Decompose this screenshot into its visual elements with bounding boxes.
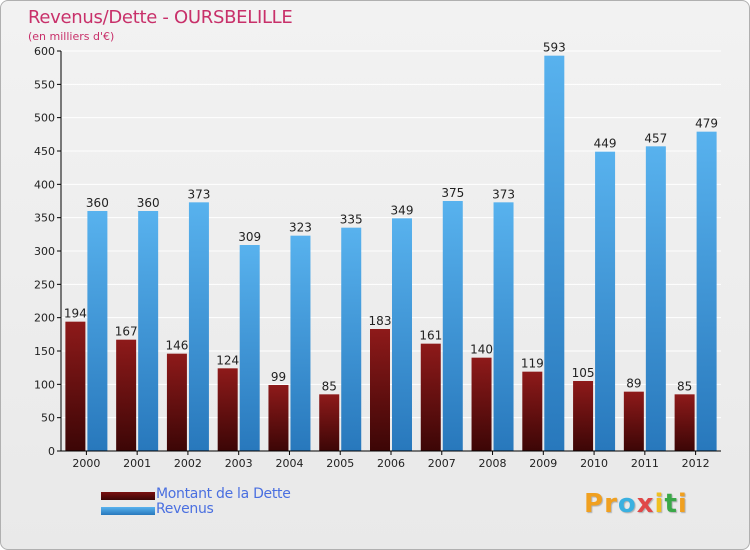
proxiti-logo: Proxiti xyxy=(584,489,688,519)
data-label-dette: 99 xyxy=(271,370,286,384)
data-label-dette: 140 xyxy=(470,343,493,357)
y-tick-label: 250 xyxy=(34,278,55,291)
data-label-dette: 105 xyxy=(572,366,595,380)
data-label-revenus: 593 xyxy=(543,41,566,55)
logo-letter: i xyxy=(677,489,688,519)
data-label-dette: 85 xyxy=(677,379,692,393)
bar-dette xyxy=(268,385,289,451)
data-label-revenus: 457 xyxy=(644,131,667,145)
bar-dette xyxy=(674,394,695,451)
bar-revenus xyxy=(138,211,159,451)
y-tick-label: 350 xyxy=(34,212,55,225)
data-label-dette: 146 xyxy=(165,339,188,353)
logo-letter: r xyxy=(604,489,618,519)
y-tick-label: 450 xyxy=(34,145,55,158)
data-label-dette: 167 xyxy=(115,325,138,339)
data-label-revenus: 360 xyxy=(137,196,160,210)
bar-dette xyxy=(370,329,390,451)
data-label-dette: 119 xyxy=(521,357,544,371)
bar-dette xyxy=(573,381,594,451)
data-label-revenus: 449 xyxy=(594,137,617,151)
x-tick-label: 2005 xyxy=(326,457,354,470)
logo-letter: P xyxy=(584,489,605,519)
data-label-revenus: 373 xyxy=(187,187,210,201)
y-tick-label: 500 xyxy=(34,112,55,125)
legend-swatch-revenus xyxy=(101,507,155,515)
bar-dette xyxy=(65,321,86,451)
x-tick-label: 2012 xyxy=(682,457,710,470)
x-tick-label: 2006 xyxy=(377,457,405,470)
data-label-revenus: 375 xyxy=(441,186,464,200)
y-tick-label: 600 xyxy=(34,45,55,58)
x-tick-label: 2007 xyxy=(428,457,456,470)
data-label-revenus: 309 xyxy=(238,230,261,244)
bar-dette xyxy=(217,368,238,451)
y-tick-label: 100 xyxy=(34,378,55,391)
data-label-dette: 161 xyxy=(419,329,442,343)
y-tick-label: 300 xyxy=(34,245,55,258)
bar-dette xyxy=(522,371,543,451)
bar-revenus xyxy=(341,227,362,451)
bar-revenus xyxy=(442,201,463,451)
y-tick-label: 400 xyxy=(34,178,55,191)
y-tick-label: 50 xyxy=(41,412,55,425)
bar-revenus xyxy=(645,146,666,452)
x-tick-label: 2011 xyxy=(631,457,659,470)
bar-revenus xyxy=(392,218,412,451)
bar-revenus xyxy=(239,245,260,451)
bar-dette xyxy=(319,394,340,451)
x-tick-label: 2004 xyxy=(275,457,303,470)
x-tick-label: 2008 xyxy=(479,457,507,470)
bar-revenus xyxy=(290,235,311,451)
bar-revenus xyxy=(595,151,616,451)
x-tick-label: 2003 xyxy=(225,457,253,470)
data-label-dette: 194 xyxy=(64,307,87,321)
y-tick-label: 200 xyxy=(34,312,55,325)
data-label-revenus: 479 xyxy=(695,117,718,131)
y-tick-label: 550 xyxy=(34,78,55,91)
bar-revenus xyxy=(696,131,717,451)
x-tick-label: 2001 xyxy=(123,457,151,470)
x-tick-label: 2010 xyxy=(580,457,608,470)
x-tick-label: 2002 xyxy=(174,457,202,470)
legend-label-revenus: Revenus xyxy=(156,501,214,517)
bar-revenus xyxy=(544,55,565,452)
data-label-revenus: 360 xyxy=(86,196,109,210)
logo-letter: i xyxy=(654,489,665,519)
data-label-revenus: 373 xyxy=(492,187,515,201)
chart-subtitle: (en milliers d'€) xyxy=(28,30,115,43)
data-label-revenus: 323 xyxy=(289,221,312,235)
bar-revenus xyxy=(493,202,514,451)
bar-dette xyxy=(420,343,441,451)
x-tick-label: 2009 xyxy=(529,457,557,470)
bar-revenus xyxy=(188,202,209,451)
legend-label-dette: Montant de la Dette xyxy=(156,486,291,502)
y-tick-label: 150 xyxy=(34,345,55,358)
chart-title: Revenus/Dette - OURSBELILLE xyxy=(28,7,293,28)
data-label-revenus: 335 xyxy=(340,213,363,227)
logo-letter: t xyxy=(664,489,678,519)
logo-letter: x xyxy=(636,489,655,519)
y-tick-label: 0 xyxy=(48,445,55,458)
x-tick-label: 2000 xyxy=(72,457,100,470)
legend-swatch-dette xyxy=(101,492,155,500)
logo-letter: o xyxy=(617,489,637,519)
data-label-dette: 89 xyxy=(626,377,641,391)
data-label-dette: 124 xyxy=(216,353,239,367)
bar-revenus xyxy=(87,211,108,451)
data-label-dette: 183 xyxy=(369,314,392,328)
bar-dette xyxy=(471,357,492,451)
bar-dette xyxy=(623,391,644,451)
bar-dette xyxy=(116,339,137,451)
bar-dette xyxy=(166,353,187,451)
data-label-revenus: 349 xyxy=(391,203,414,217)
data-label-dette: 85 xyxy=(322,379,337,393)
